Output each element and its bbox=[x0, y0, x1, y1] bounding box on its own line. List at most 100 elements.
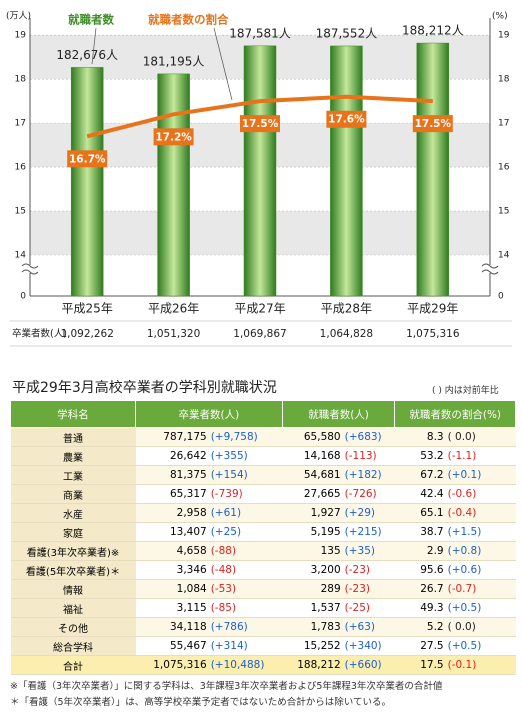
column-header: 就職者数の割合(%) bbox=[394, 400, 516, 428]
table-row: 総合学科 55,467 (+314) 15,252 (+340) 27.5 (+0.5) bbox=[10, 636, 516, 656]
table-row: 商業 65,317 (-739) 27,665 (-726) 42.4 (-0.6) bbox=[10, 484, 516, 504]
cell-value: 1,927 bbox=[282, 503, 343, 523]
cell-value: 3,346 bbox=[135, 560, 209, 580]
row-label: 看護(3年次卒業者)※ bbox=[10, 541, 136, 561]
value-label: 187,552人 bbox=[316, 26, 378, 40]
cell-value: 95.6 bbox=[394, 560, 446, 580]
value-label-box bbox=[153, 128, 194, 146]
cell-value: 65.1 bbox=[394, 503, 446, 523]
graduates-value: 1,051,320 bbox=[147, 328, 200, 340]
cell-change: (+25) bbox=[208, 522, 283, 542]
row-label: 合計 bbox=[10, 655, 136, 675]
cell-change: (+10,488) bbox=[208, 655, 283, 675]
bar bbox=[330, 45, 363, 297]
legend-label: 就職者数 bbox=[68, 13, 114, 27]
footnote: ※「看護（3年次卒業者）」に関する学科は、3年課程3年次卒業者および5年課程3年… bbox=[10, 681, 443, 692]
cell-change: (+35) bbox=[342, 541, 395, 561]
cell-change: (-85) bbox=[208, 598, 283, 618]
table-row: 工業 81,375 (+154) 54,681 (+182) 67.2 (+0.1) bbox=[10, 465, 516, 485]
y-tick-label: 16 bbox=[15, 163, 27, 173]
cell-change: (-726) bbox=[342, 484, 395, 504]
graduates-value: 1,075,316 bbox=[406, 328, 460, 340]
column-header: 卒業者数(人) bbox=[135, 400, 283, 428]
table-title: 平成29年3月高校卒業者の学科別就職状況 bbox=[12, 380, 277, 396]
axis-break bbox=[484, 265, 496, 273]
cell-value: 17.5 bbox=[394, 655, 446, 675]
cell-change: (+1.5) bbox=[445, 522, 516, 542]
table-row: 農業 26,642 (+355) 14,168 (-113) 53.2 (-1.1) bbox=[10, 446, 516, 466]
cell-value: 34,118 bbox=[135, 617, 209, 637]
value-label-box bbox=[240, 115, 280, 133]
x-tick-label: 平成25年 bbox=[62, 302, 113, 316]
x-tick-label: 平成26年 bbox=[148, 302, 199, 316]
row-label: 看護(5年次卒業者)＊ bbox=[10, 560, 136, 580]
cell-value: 27,665 bbox=[282, 484, 343, 504]
line bbox=[86, 94, 433, 139]
cell-change: (-113) bbox=[342, 446, 395, 466]
y-axis-label: (万人) bbox=[6, 11, 31, 22]
cell-value: 26.7 bbox=[394, 579, 446, 599]
cell-change: (-88) bbox=[208, 541, 283, 561]
cell-value: 53.2 bbox=[394, 446, 446, 466]
row-label: 総合学科 bbox=[10, 636, 136, 656]
row-label: 福祉 bbox=[10, 598, 136, 618]
cell-change: (+660) bbox=[342, 655, 395, 675]
value-label: 17.5% bbox=[242, 118, 279, 130]
table-row: 看護(5年次卒業者)＊ 3,346 (-48) 3,200 (-23) 95.6 (+0.6… bbox=[10, 560, 516, 580]
cell-value: 65,580 bbox=[282, 427, 343, 447]
cell-change: (+63) bbox=[342, 617, 395, 637]
row-label: 農業 bbox=[10, 446, 136, 466]
cell-value: 27.5 bbox=[394, 636, 446, 656]
cell-change: (-739) bbox=[208, 484, 283, 504]
cell-change: (-25) bbox=[342, 598, 395, 618]
bar bbox=[416, 42, 450, 297]
cell-value: 1,537 bbox=[282, 598, 343, 618]
cell-change: (-0.1) bbox=[445, 655, 516, 675]
table-row: 看護(3年次卒業者)※ 4,658 (-88) 135 (+35) 2.9 (+0.8) bbox=[10, 541, 516, 561]
cell-change: (-23) bbox=[342, 579, 395, 599]
column-header: 就職者数(人) bbox=[281, 400, 396, 428]
cell-change: ( 0.0) bbox=[445, 617, 516, 637]
graduates-value: 1,069,867 bbox=[233, 328, 286, 340]
row-label: 水産 bbox=[10, 503, 136, 523]
cell-value: 135 bbox=[282, 541, 343, 561]
table-row: 情報 1,084 (-53) 289 (-23) 26.7 (-0.7) bbox=[10, 579, 516, 599]
cell-change: (+9,758) bbox=[208, 427, 283, 447]
y-tick-label: 0 bbox=[20, 292, 26, 302]
cell-value: 1,075,316 bbox=[135, 655, 209, 675]
cell-value: 3,115 bbox=[135, 598, 209, 618]
cell-change: (-48) bbox=[208, 560, 283, 580]
cell-value: 26,642 bbox=[135, 446, 209, 466]
cell-change: (-0.4) bbox=[445, 503, 516, 523]
cell-change: (+215) bbox=[342, 522, 395, 542]
cell-change: (+182) bbox=[342, 465, 395, 485]
cell-value: 13,407 bbox=[135, 522, 209, 542]
axis-break bbox=[24, 265, 36, 273]
value-label: 17.2% bbox=[155, 131, 192, 143]
row-label: その他 bbox=[10, 617, 136, 637]
cell-value: 55,467 bbox=[135, 636, 209, 656]
y2-tick-label: 16 bbox=[498, 163, 510, 173]
value-label: 16.7% bbox=[69, 153, 106, 165]
cell-change: (+154) bbox=[208, 465, 283, 485]
cell-change: (+0.5) bbox=[445, 636, 516, 656]
cell-value: 49.3 bbox=[394, 598, 446, 618]
cell-change: (+786) bbox=[208, 617, 283, 637]
value-label: 181,195人 bbox=[143, 54, 205, 68]
axis-break bbox=[481, 263, 499, 275]
bar bbox=[157, 73, 190, 297]
value-label: 187,581人 bbox=[229, 26, 291, 40]
y2-tick-label: 0 bbox=[498, 292, 504, 302]
legend-pointer bbox=[91, 27, 97, 65]
cell-change: (+0.5) bbox=[445, 598, 516, 618]
cell-value: 54,681 bbox=[282, 465, 343, 485]
table-note: ( ) 内は対前年比 bbox=[432, 386, 499, 396]
y2-tick-label: 19 bbox=[498, 31, 510, 41]
table-row: 家庭 13,407 (+25) 5,195 (+215) 38.7 (+1.5) bbox=[10, 522, 516, 542]
y2-tick-label: 17 bbox=[498, 119, 509, 129]
row-label: 工業 bbox=[10, 465, 136, 485]
cell-change: (+355) bbox=[208, 446, 283, 466]
cell-value: 42.4 bbox=[394, 484, 446, 504]
cell-change: (-0.7) bbox=[445, 579, 516, 599]
